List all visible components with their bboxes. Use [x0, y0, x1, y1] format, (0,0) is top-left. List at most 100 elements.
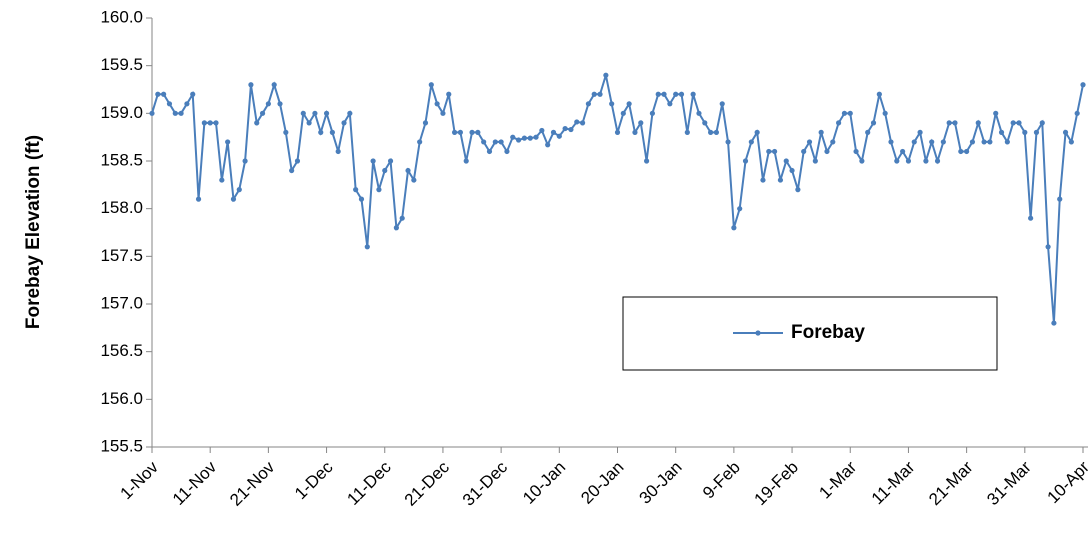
point: [766, 148, 772, 155]
point: [934, 158, 941, 164]
point: [486, 148, 493, 155]
point: [236, 187, 242, 193]
x-tick-label: 11-Dec: [343, 457, 395, 509]
point: [201, 120, 207, 126]
point: [358, 196, 365, 202]
point: [865, 129, 871, 135]
point: [748, 139, 754, 145]
point: [184, 101, 190, 107]
x-tick-label: 30-Jan: [635, 458, 685, 508]
point: [562, 125, 568, 132]
point: [870, 120, 877, 126]
point: [1010, 120, 1016, 126]
point: [195, 196, 202, 202]
point: [393, 225, 399, 231]
point: [801, 148, 807, 155]
point: [417, 139, 423, 145]
point: [533, 134, 539, 140]
point: [993, 110, 999, 116]
point: [952, 120, 958, 126]
y-tick-label: 158.0: [100, 198, 143, 217]
point: [510, 134, 516, 140]
point: [166, 101, 173, 107]
point: [213, 120, 219, 126]
point: [876, 91, 882, 97]
point: [335, 148, 341, 155]
point: [946, 120, 952, 126]
point: [841, 110, 848, 116]
point: [655, 91, 661, 97]
point: [411, 177, 417, 183]
point: [178, 110, 184, 116]
point: [318, 129, 324, 135]
y-tick-label: 157.0: [100, 293, 143, 312]
y-tick-label: 155.5: [100, 436, 143, 455]
point: [667, 101, 673, 107]
point: [987, 139, 993, 145]
point: [824, 148, 830, 155]
point: [475, 129, 481, 135]
point: [1039, 120, 1045, 126]
point: [341, 120, 347, 126]
point: [702, 120, 708, 126]
legend-marker: [755, 330, 761, 336]
point: [940, 139, 946, 145]
point: [434, 101, 440, 107]
point: [643, 158, 650, 164]
legend-label: Forebay: [791, 322, 865, 343]
point: [457, 129, 463, 135]
y-tick-label: 159.5: [100, 55, 143, 74]
x-tick-label: 21-Mar: [925, 457, 977, 509]
point: [673, 91, 679, 97]
point: [1080, 82, 1086, 88]
point: [254, 120, 260, 126]
point: [283, 129, 289, 135]
point: [1028, 215, 1034, 221]
series-line: [151, 74, 1084, 324]
y-tick-label: 156.0: [100, 389, 143, 408]
point: [847, 110, 853, 116]
point: [481, 139, 487, 145]
point: [545, 142, 551, 148]
point: [190, 91, 196, 97]
point: [830, 139, 836, 145]
point: [772, 148, 778, 155]
point: [719, 101, 725, 107]
point: [1051, 320, 1057, 326]
point: [614, 129, 621, 135]
point: [376, 187, 382, 193]
point: [527, 135, 533, 141]
x-tick-label: 19-Feb: [751, 458, 803, 510]
x-tick-label: 10-Jan: [519, 458, 569, 508]
point: [905, 158, 912, 164]
point: [1045, 244, 1051, 250]
point: [353, 187, 359, 193]
point: [463, 158, 469, 164]
point: [300, 110, 306, 116]
point: [289, 167, 295, 174]
point: [271, 82, 277, 88]
point: [923, 158, 929, 164]
point: [609, 101, 615, 107]
x-tick-label: 1-Dec: [291, 457, 337, 503]
point: [708, 129, 714, 135]
point: [678, 91, 685, 97]
point: [248, 82, 254, 88]
point: [1062, 129, 1069, 135]
point: [207, 120, 213, 126]
y-tick-label: 157.5: [100, 246, 143, 265]
point: [696, 110, 702, 116]
point: [556, 133, 562, 139]
point: [225, 139, 231, 145]
y-tick-label: 158.5: [100, 150, 143, 169]
point: [812, 158, 818, 164]
y-tick-label: 159.0: [100, 103, 143, 122]
point: [306, 120, 312, 126]
x-tick-label: 31-Mar: [983, 457, 1035, 509]
point: [620, 110, 626, 116]
point: [504, 148, 510, 155]
point: [632, 129, 638, 135]
point: [387, 158, 394, 164]
point: [498, 139, 504, 145]
